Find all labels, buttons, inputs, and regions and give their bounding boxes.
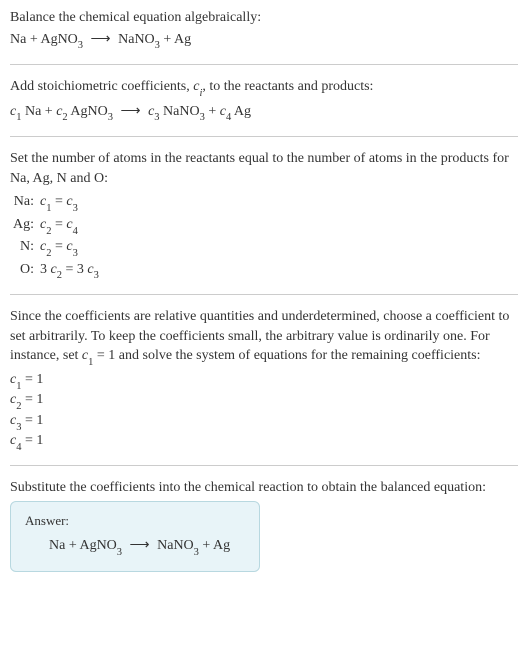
final-text: Substitute the coefficients into the che… (10, 478, 518, 498)
divider (10, 294, 518, 295)
solve-text: Since the coefficients are relative quan… (10, 307, 518, 369)
c-sub: 2 (46, 226, 51, 237)
c-var: c (66, 194, 72, 209)
atoms-table: Na: c1 = c3 Ag: c2 = c4 N: c2 = c3 O: 3 … (10, 192, 518, 282)
plus: + (205, 104, 220, 119)
equals: = (51, 217, 66, 232)
c-sub: 1 (46, 203, 51, 214)
atom-equation: 3 c2 = 3 c3 (40, 260, 518, 282)
intro-text: Balance the chemical equation algebraica… (10, 8, 518, 28)
c-val: = 1 (21, 392, 43, 407)
solve-section: Since the coefficients are relative quan… (10, 307, 518, 452)
atom-label: Na: (10, 192, 40, 214)
sub-3: 3 (194, 547, 199, 558)
equals: = (51, 239, 66, 254)
plus: + (199, 538, 213, 553)
atom-label: N: (10, 237, 40, 259)
c1-sub: 1 (16, 112, 21, 123)
nano3-term: NaNO (160, 104, 200, 119)
pre: 3 (40, 262, 51, 277)
coef-line: c4 = 1 (10, 432, 518, 452)
plus: + (160, 32, 174, 47)
answer-label: Answer: (25, 512, 245, 530)
agno3-term: AgNO (68, 104, 108, 119)
stoich-text-2: , to the reactants and products: (202, 79, 373, 94)
sub-3: 3 (117, 547, 122, 558)
c-sub: 4 (16, 442, 21, 453)
atom-row-na: Na: c1 = c3 (10, 192, 518, 214)
stoich-text: Add stoichiometric coefficients, ci, to … (10, 77, 518, 99)
product-nano3: NaNO (157, 538, 194, 553)
c-val: = 1 (21, 413, 43, 428)
answer-box: Answer: Na + AgNO3 ⟶ NaNO3 + Ag (10, 501, 260, 572)
atom-row-ag: Ag: c2 = c4 (10, 215, 518, 237)
atom-row-o: O: 3 c2 = 3 c3 (10, 260, 518, 282)
coef-line: c1 = 1 (10, 371, 518, 391)
stoich-equation: c1 Na + c2 AgNO3 ⟶ c3 NaNO3 + c4 Ag (10, 102, 518, 124)
sub-3: 3 (108, 112, 113, 123)
final-section: Substitute the coefficients into the che… (10, 478, 518, 572)
plus: + (65, 538, 79, 553)
c-sub: 2 (16, 401, 21, 412)
arrow: ⟶ (83, 32, 118, 47)
sub-3: 3 (200, 112, 205, 123)
atoms-text: Set the number of atoms in the reactants… (10, 149, 518, 188)
coef-line: c3 = 1 (10, 412, 518, 432)
sub-3: 3 (155, 40, 160, 51)
atom-label: O: (10, 260, 40, 282)
atom-row-n: N: c2 = c3 (10, 237, 518, 259)
atom-equation: c2 = c3 (40, 237, 518, 259)
divider (10, 136, 518, 137)
c-sub: 1 (16, 381, 21, 392)
solve-text-2: = 1 and solve the system of equations fo… (93, 348, 480, 363)
coef-line: c2 = 1 (10, 391, 518, 411)
ci-sub: i (199, 88, 202, 99)
reactant-agno3: AgNO (40, 32, 77, 47)
ag-term: Ag (231, 104, 251, 119)
atom-equation: c1 = c3 (40, 192, 518, 214)
c-sub: 3 (16, 422, 21, 433)
arrow: ⟶ (122, 538, 157, 553)
c-sub: 2 (46, 248, 51, 259)
equals: = (51, 194, 66, 209)
c-var: c (66, 239, 72, 254)
intro-equation: Na + AgNO3 ⟶ NaNO3 + Ag (10, 30, 518, 52)
plus: + (26, 32, 40, 47)
c-val: = 1 (21, 433, 43, 448)
reactant-agno3: AgNO (79, 538, 116, 553)
stoich-text-1: Add stoichiometric coefficients, (10, 79, 193, 94)
c-var: c (51, 262, 57, 277)
atom-equation: c2 = c4 (40, 215, 518, 237)
c-sub: 3 (73, 248, 78, 259)
c2-sub: 2 (62, 112, 67, 123)
equals: = 3 (62, 262, 87, 277)
c-sub: 1 (88, 357, 93, 368)
reactant-na: Na (10, 32, 26, 47)
sub-3: 3 (78, 40, 83, 51)
c-sub: 3 (94, 270, 99, 281)
c-val: = 1 (21, 372, 43, 387)
coefficient-list: c1 = 1 c2 = 1 c3 = 1 c4 = 1 (10, 371, 518, 453)
c-sub: 2 (57, 270, 62, 281)
product-nano3: NaNO (118, 32, 155, 47)
divider (10, 465, 518, 466)
reactant-na: Na (49, 538, 65, 553)
atom-label: Ag: (10, 215, 40, 237)
c-var: c (66, 217, 72, 232)
product-ag: Ag (174, 32, 191, 47)
atoms-section: Set the number of atoms in the reactants… (10, 149, 518, 282)
answer-equation: Na + AgNO3 ⟶ NaNO3 + Ag (25, 536, 245, 558)
divider (10, 64, 518, 65)
na-term: Na + (21, 104, 56, 119)
c4-sub: 4 (226, 112, 231, 123)
c-sub: 3 (73, 203, 78, 214)
stoich-section: Add stoichiometric coefficients, ci, to … (10, 77, 518, 124)
c-sub: 4 (73, 226, 78, 237)
intro-section: Balance the chemical equation algebraica… (10, 8, 518, 52)
arrow: ⟶ (113, 104, 148, 119)
c3-sub: 3 (154, 112, 159, 123)
c-var: c (87, 262, 93, 277)
product-ag: Ag (213, 538, 230, 553)
